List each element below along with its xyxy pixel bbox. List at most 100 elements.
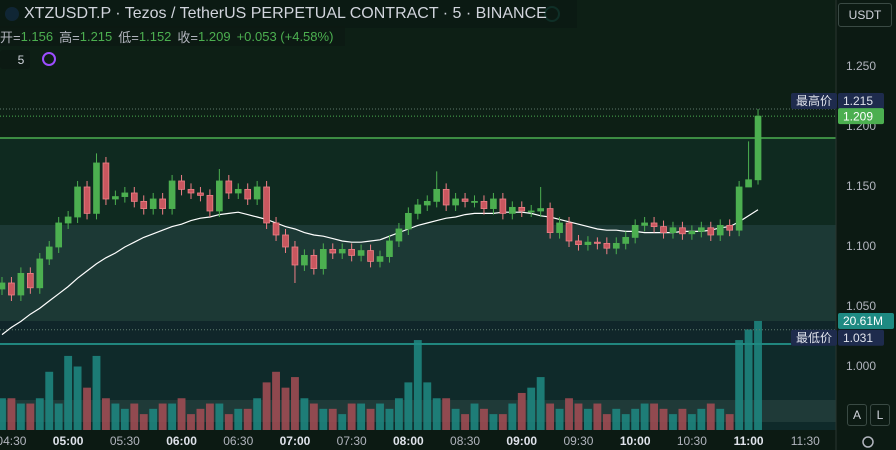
x-tick-label: 08:00 xyxy=(393,434,424,448)
ohlc-row: 开= 1.156 高= 1.215 低= 1.152 收= 1.209 +0.053 (… xyxy=(0,26,346,46)
candle-body xyxy=(301,254,308,266)
candle-body xyxy=(149,198,157,209)
ohlc-value: 1.215 xyxy=(79,28,113,44)
volume-bar xyxy=(262,382,271,430)
log-button[interactable]: L xyxy=(870,404,890,426)
x-tick-label: 06:30 xyxy=(223,434,253,448)
x-tick-label: 05:30 xyxy=(110,434,140,448)
candle-body xyxy=(556,222,563,233)
volume-bar xyxy=(735,340,744,430)
candle-body xyxy=(74,186,81,218)
volume-bar xyxy=(168,403,177,430)
x-tick-label: 07:30 xyxy=(337,434,367,448)
x-tick-label: 08:30 xyxy=(450,434,480,448)
volume-bar xyxy=(432,398,441,430)
last-price: 1.209 xyxy=(843,109,873,123)
candle-body xyxy=(348,248,355,256)
volume-bar xyxy=(536,377,545,430)
candle-body xyxy=(575,240,582,245)
volume-bar xyxy=(451,408,460,430)
ohlc-label: 开= xyxy=(0,29,21,45)
candle-body xyxy=(178,180,185,190)
volume-bar xyxy=(669,414,677,430)
candle-body xyxy=(159,198,166,209)
settings-icon[interactable] xyxy=(862,436,874,448)
candle-body xyxy=(0,282,6,290)
candle-body xyxy=(518,206,526,212)
candle-body xyxy=(754,115,762,181)
candle-body xyxy=(206,194,214,212)
volume-bar xyxy=(224,414,233,430)
volume-bar xyxy=(0,398,6,430)
volume-bar xyxy=(461,414,469,430)
x-tick-label: 10:00 xyxy=(620,434,651,448)
last-price-box xyxy=(838,108,884,125)
volume-bar xyxy=(234,408,243,430)
candle-body xyxy=(679,227,686,235)
currency-select[interactable]: USDT xyxy=(838,3,892,27)
interval-button[interactable]: 5 xyxy=(0,50,30,69)
volume-bar xyxy=(357,403,366,430)
candle-body xyxy=(282,234,289,248)
candle-body xyxy=(650,222,658,227)
volume-bar xyxy=(215,403,224,430)
price-axis-panel xyxy=(836,0,896,450)
candle-body xyxy=(508,206,516,214)
x-tick-label: 11:30 xyxy=(791,434,820,448)
volume-bar xyxy=(111,403,120,430)
candle-body xyxy=(546,208,554,233)
volume-bar xyxy=(92,355,101,430)
candle-body xyxy=(376,256,384,262)
volume-bar xyxy=(73,366,82,430)
volume-bar xyxy=(243,408,252,430)
candle-body xyxy=(735,186,743,231)
volume-bar xyxy=(385,408,394,430)
volume-bar xyxy=(574,403,583,430)
volume-bar xyxy=(678,408,687,430)
volume-bar xyxy=(158,403,167,430)
volume-bar xyxy=(205,403,214,430)
zone-middle xyxy=(0,225,836,321)
y-tick-label: 1.000 xyxy=(846,359,876,373)
candle-body xyxy=(8,282,15,296)
volume-bar xyxy=(583,408,592,430)
candle-body xyxy=(93,162,100,214)
ohlc-label: 高= xyxy=(59,29,80,45)
x-tick-label: 09:30 xyxy=(563,434,593,448)
volume-bar xyxy=(376,403,384,430)
volume-label: 20.61M xyxy=(843,314,883,328)
button-label: A xyxy=(852,408,861,422)
volume-bar xyxy=(54,403,63,430)
volume-bar xyxy=(640,403,649,430)
volume-bar xyxy=(754,320,762,430)
candle-body xyxy=(112,196,119,200)
candle-body xyxy=(64,216,72,224)
volume-bar xyxy=(687,414,696,430)
symbol-title: XTZUSDT.P · Tezos / TetherUS PERPETUAL C… xyxy=(24,5,547,22)
candle-body xyxy=(244,188,252,200)
ohlc-label: 收= xyxy=(177,29,199,45)
volume-label-box xyxy=(838,312,894,329)
volume-bar xyxy=(697,408,706,430)
candle-body xyxy=(499,198,507,214)
candle-body xyxy=(357,250,365,256)
volume-bar xyxy=(319,408,328,430)
volume-bar xyxy=(725,414,734,430)
candle-body xyxy=(263,186,270,224)
candle-body xyxy=(423,200,431,206)
volume-bar xyxy=(612,408,621,430)
auto-button[interactable]: A xyxy=(847,404,867,426)
volume-bar xyxy=(508,403,517,430)
volume-bar xyxy=(659,408,668,430)
high-value-box xyxy=(838,92,884,109)
indicator-icon[interactable] xyxy=(42,52,56,66)
volume-bar xyxy=(404,382,413,430)
candle-body xyxy=(234,188,242,194)
candle-body xyxy=(669,227,677,233)
candle-body xyxy=(140,200,148,209)
candle-body xyxy=(707,227,715,236)
low-label: 最低价 xyxy=(796,331,832,345)
plot xyxy=(0,108,762,430)
volume-bar xyxy=(366,408,375,430)
